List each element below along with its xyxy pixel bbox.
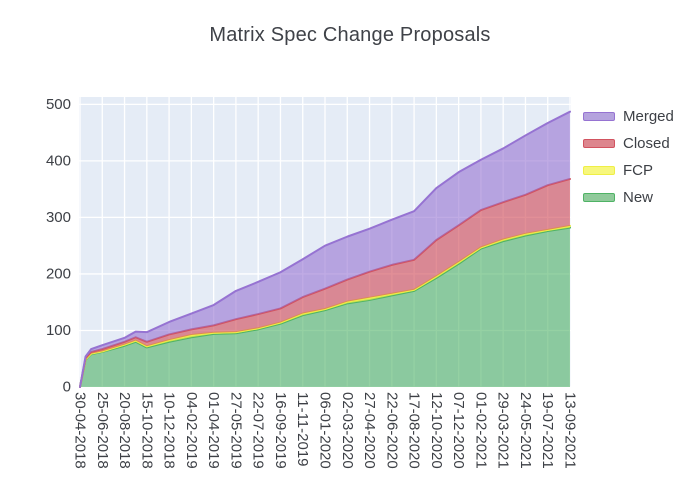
x-tick-label: 01-04-2019: [205, 392, 222, 469]
legend-label-fcp: FCP: [623, 162, 653, 179]
x-tick-label: 11-11-2019: [294, 392, 311, 467]
y-tick-label: 300: [46, 209, 71, 226]
legend-item-closed[interactable]: Closed: [583, 135, 674, 152]
x-tick-label: 13-09-2021: [562, 392, 579, 469]
x-tick-label: 12-10-2020: [428, 392, 445, 469]
legend-item-fcp[interactable]: FCP: [583, 162, 674, 179]
area-new: [80, 227, 570, 387]
x-tick-label: 06-01-2020: [317, 392, 334, 469]
x-tick-label: 01-02-2021: [472, 392, 489, 469]
y-tick-label: 0: [63, 379, 71, 396]
y-tick-label: 500: [46, 96, 71, 113]
x-tick-label: 04-02-2019: [183, 392, 200, 469]
x-tick-label: 29-03-2021: [495, 392, 512, 469]
legend-swatch-closed: [583, 139, 615, 148]
y-tick-label: 100: [46, 322, 71, 339]
area-closed: [80, 178, 570, 387]
x-tick-label: 10-12-2018: [161, 392, 178, 469]
x-tick-label: 22-07-2019: [250, 392, 267, 469]
legend-label-merged: Merged: [623, 108, 674, 125]
x-tick-label: 17-08-2020: [406, 392, 423, 469]
legend-swatch-merged: [583, 112, 615, 121]
x-tick-label: 27-04-2020: [361, 392, 378, 469]
legend-label-new: New: [623, 189, 654, 206]
legend: Merged Closed FCP New: [583, 108, 674, 216]
x-tick-label: 27-05-2019: [227, 392, 244, 469]
legend-item-new[interactable]: New: [583, 189, 674, 206]
legend-label-closed: Closed: [623, 135, 670, 152]
x-tick-label: 24-05-2021: [517, 392, 534, 469]
x-tick-label: 25-06-2018: [94, 392, 111, 469]
x-tick-label: 15-10-2018: [138, 392, 155, 469]
y-tick-label: 400: [46, 152, 71, 169]
legend-item-merged[interactable]: Merged: [583, 108, 674, 125]
x-tick-label: 30-04-2018: [72, 392, 89, 469]
chart-title: Matrix Spec Change Proposals: [209, 24, 491, 46]
y-tick-label: 200: [46, 265, 71, 282]
x-tick-label: 22-06-2020: [383, 392, 400, 469]
legend-swatch-new: [583, 193, 615, 202]
x-tick-label: 19-07-2021: [539, 392, 556, 469]
x-tick-label: 20-08-2018: [116, 392, 133, 469]
x-tick-label: 16-09-2019: [272, 392, 289, 469]
x-tick-label: 07-12-2020: [450, 392, 467, 469]
legend-swatch-fcp: [583, 166, 615, 175]
x-tick-label: 02-03-2020: [339, 392, 356, 469]
line-merged: [79, 110, 571, 388]
